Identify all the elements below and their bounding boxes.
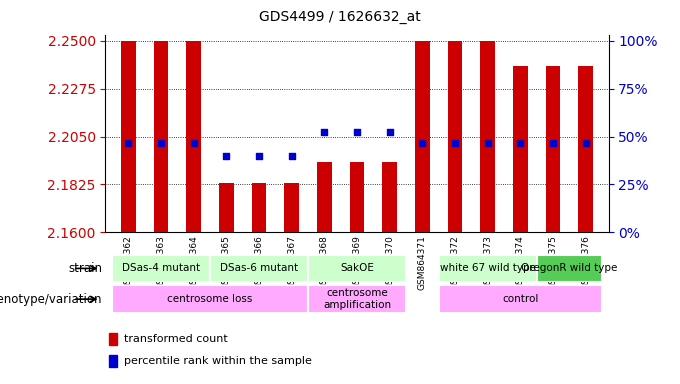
Bar <box>112 285 308 313</box>
Text: OregonR wild type: OregonR wild type <box>521 263 617 273</box>
Bar <box>415 41 430 232</box>
Bar <box>439 285 602 313</box>
Point <box>515 140 526 146</box>
Bar <box>308 255 406 282</box>
Point <box>221 153 232 159</box>
Point <box>123 140 134 146</box>
Point <box>384 129 395 136</box>
Bar <box>447 41 462 232</box>
Bar <box>284 184 299 232</box>
Text: percentile rank within the sample: percentile rank within the sample <box>124 356 312 366</box>
Bar <box>382 162 397 232</box>
Point <box>286 153 297 159</box>
Bar <box>154 41 169 232</box>
Text: strain: strain <box>68 262 102 275</box>
Bar <box>210 255 308 282</box>
Bar <box>480 41 495 232</box>
Text: GDS4499 / 1626632_at: GDS4499 / 1626632_at <box>259 10 421 23</box>
Text: transformed count: transformed count <box>124 334 228 344</box>
Bar <box>186 41 201 232</box>
Point <box>482 140 493 146</box>
Text: SakOE: SakOE <box>340 263 374 273</box>
Point <box>188 140 199 146</box>
Text: control: control <box>503 294 539 304</box>
Text: DSas-6 mutant: DSas-6 mutant <box>220 263 298 273</box>
Bar <box>537 255 602 282</box>
Point <box>352 129 362 136</box>
Bar <box>109 333 118 345</box>
Text: DSas-4 mutant: DSas-4 mutant <box>122 263 200 273</box>
Bar <box>546 66 560 232</box>
Bar <box>439 255 537 282</box>
Text: genotype/variation: genotype/variation <box>0 293 102 306</box>
Bar <box>513 66 528 232</box>
Point <box>580 140 591 146</box>
Bar <box>350 162 364 232</box>
Point <box>319 129 330 136</box>
Point <box>417 140 428 146</box>
Point <box>449 140 460 146</box>
Bar <box>219 184 234 232</box>
Bar <box>121 41 135 232</box>
Text: white 67 wild type: white 67 wild type <box>440 263 536 273</box>
Text: centrosome
amplification: centrosome amplification <box>323 288 391 310</box>
Text: centrosome loss: centrosome loss <box>167 294 253 304</box>
Bar <box>308 285 406 313</box>
Point <box>254 153 265 159</box>
Bar <box>252 184 267 232</box>
Bar <box>109 355 118 367</box>
Point <box>156 140 167 146</box>
Bar <box>112 255 210 282</box>
Bar <box>317 162 332 232</box>
Point <box>547 140 558 146</box>
Bar <box>579 66 593 232</box>
